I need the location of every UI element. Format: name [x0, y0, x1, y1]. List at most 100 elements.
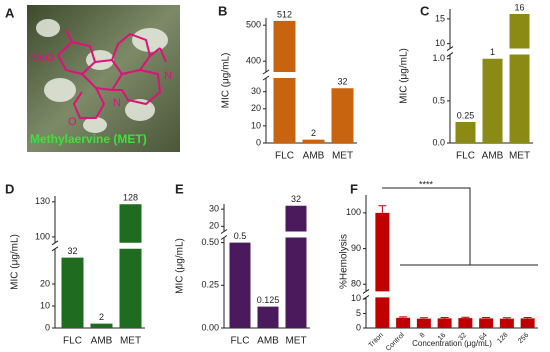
axis-break — [220, 229, 228, 240]
x-tick-label: AMB — [482, 151, 504, 162]
y-axis-label: %Hemolysis — [339, 234, 350, 289]
structure-label: O — [68, 116, 77, 128]
value-label: 0.125 — [257, 295, 280, 305]
y-tick-label: 130 — [35, 196, 50, 206]
y-axis-label: MIC (μg/mL) — [399, 48, 410, 104]
error-bar — [399, 316, 408, 318]
y-tick-label: 0 — [256, 137, 261, 147]
x-tick-label: AMB — [257, 336, 279, 347]
x-tick-label: 128 — [496, 332, 509, 345]
y-tick-label: 10 — [351, 293, 361, 303]
bar — [61, 257, 84, 328]
bar — [499, 318, 514, 328]
panel-label: E — [175, 181, 184, 196]
x-tick-label: Triton — [368, 332, 385, 349]
value-label: 128 — [123, 193, 138, 203]
x-tick-label: MET — [120, 336, 141, 347]
y-axis-label: MIC (μg/mL) — [221, 53, 232, 109]
y-tick-label: 10 — [40, 300, 50, 310]
bar — [509, 13, 530, 143]
structure-label: N — [164, 70, 172, 82]
bar — [455, 121, 476, 143]
value-label: 16 — [514, 2, 524, 12]
x-tick-label: AMB — [91, 336, 113, 347]
bar — [479, 318, 494, 328]
x-tick-label: FLC — [456, 151, 475, 162]
y-tick-label: 100 — [35, 231, 50, 241]
y-tick-label: 500 — [246, 20, 261, 30]
error-bar — [482, 317, 491, 319]
y-tick-label: 15 — [435, 13, 445, 23]
y-tick-label: 0 — [356, 322, 361, 332]
y-tick-label: 0.50 — [201, 237, 219, 247]
bar — [331, 88, 354, 143]
value-label: 32 — [337, 77, 347, 87]
bar — [257, 306, 279, 328]
y-tick-label: 0.0 — [432, 137, 445, 147]
x-tick-label: 16 — [437, 332, 448, 343]
x-tick-label: 8 — [419, 332, 427, 340]
x-axis-label: Concentration (μg/mL) — [412, 339, 492, 348]
value-label: 512 — [277, 9, 292, 19]
panel-label: F — [350, 181, 358, 196]
y-tick-label: 0.00 — [201, 322, 219, 332]
x-tick-label: Control — [385, 331, 406, 352]
x-tick-label: 256 — [517, 332, 530, 345]
y-tick-label: 0.25 — [201, 280, 219, 290]
y-tick-label: 10 — [251, 120, 261, 130]
x-tick-label: 32 — [458, 332, 469, 343]
y-tick-label: 1.0 — [432, 53, 445, 63]
bar — [229, 242, 251, 328]
x-tick-label: 64 — [478, 332, 489, 343]
significance: **** — [419, 179, 434, 189]
axis-break — [262, 69, 270, 81]
bar — [375, 212, 390, 328]
x-tick-label: MET — [285, 336, 306, 347]
y-tick-label: 400 — [246, 56, 261, 66]
bar — [520, 318, 535, 328]
x-tick-label: MET — [509, 151, 530, 162]
x-tick-label: AMB — [303, 151, 325, 162]
panel-label: C — [420, 3, 430, 18]
y-tick-label: 0.5 — [432, 95, 445, 105]
y-tick-label: 90 — [351, 243, 361, 253]
value-label: 0.5 — [234, 231, 247, 241]
error-bar — [523, 317, 532, 319]
x-tick-label: FLC — [275, 151, 294, 162]
structure-label: N — [113, 97, 121, 109]
value-label: 32 — [67, 246, 77, 256]
bar — [285, 205, 307, 328]
axis-break — [51, 240, 59, 252]
error-bar — [378, 205, 387, 213]
axis-break — [446, 46, 454, 57]
bar — [482, 58, 503, 144]
value-label: 0.25 — [457, 110, 475, 120]
axis-break — [362, 288, 370, 300]
y-tick-label: 20 — [209, 221, 219, 231]
y-tick-label: 100 — [346, 207, 361, 217]
panel-label: B — [218, 3, 227, 18]
bar — [302, 139, 325, 143]
y-tick-label: 20 — [251, 103, 261, 113]
bar — [119, 204, 142, 328]
structure-label: MeO — [30, 52, 54, 64]
structure — [57, 29, 167, 119]
error-bar — [419, 317, 428, 319]
y-tick-label: 30 — [209, 204, 219, 214]
y-tick-label: 10 — [435, 38, 445, 48]
x-tick-label: MET — [332, 151, 353, 162]
error-bar — [461, 316, 470, 319]
y-tick-label: 30 — [251, 86, 261, 96]
bar — [396, 317, 411, 328]
value-label: 2 — [99, 312, 104, 322]
x-tick-label: FLC — [63, 336, 82, 347]
caption: Methylaervine (MET) — [30, 132, 147, 146]
y-tick-label: 20 — [40, 278, 50, 288]
error-bar — [440, 317, 449, 319]
value-label: 32 — [291, 194, 301, 204]
y-tick-label: 0 — [45, 322, 50, 332]
y-axis-label: MIC (μg/mL) — [10, 234, 21, 290]
value-label: 2 — [311, 128, 316, 138]
y-tick-label: 5 — [356, 308, 361, 318]
